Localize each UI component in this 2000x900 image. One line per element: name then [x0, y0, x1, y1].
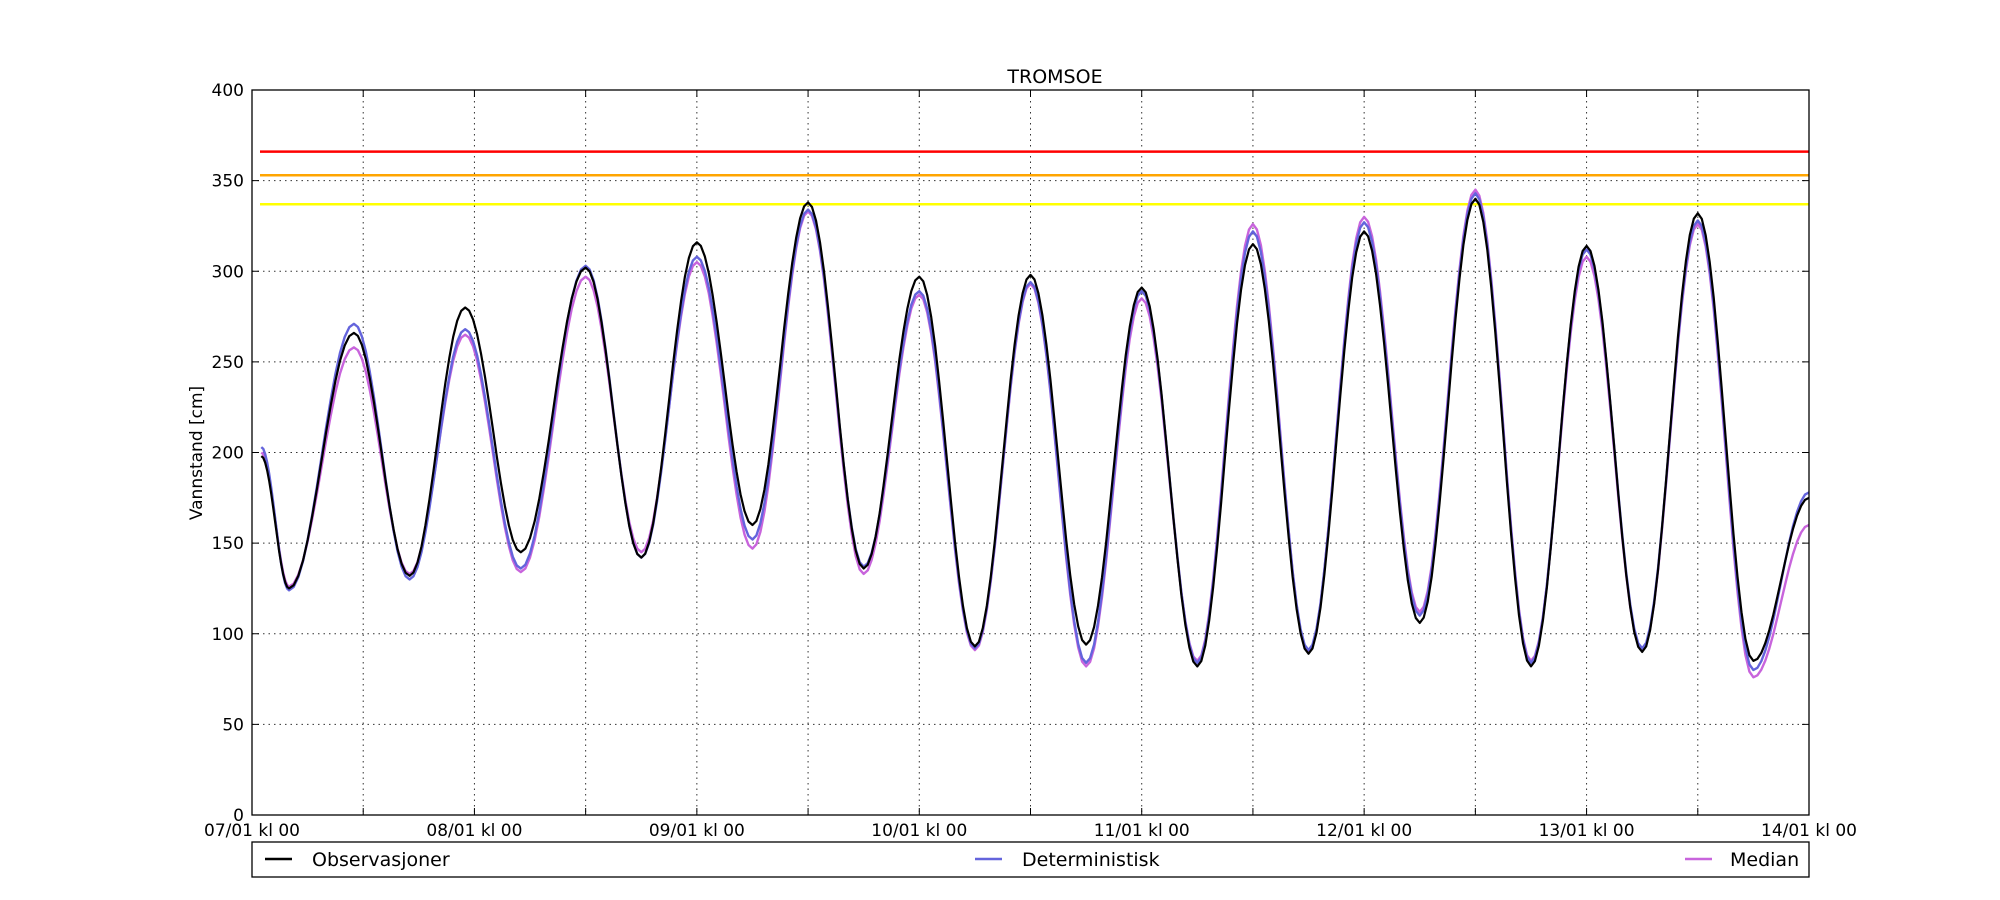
x-tick-label: 07/01 kl 00 — [204, 821, 300, 841]
y-tick-labels: 0 50 100 150 200 250 300 350 400 — [212, 81, 244, 826]
chart-title: TROMSOE — [1006, 66, 1102, 88]
x-tick-label: 08/01 kl 00 — [426, 821, 522, 841]
y-tick-label: 150 — [212, 534, 244, 554]
y-tick-label: 250 — [212, 353, 244, 373]
x-tick-label: 10/01 kl 00 — [871, 821, 967, 841]
x-tick-label: 09/01 kl 00 — [649, 821, 745, 841]
legend: Observasjoner Deterministisk Median — [251, 841, 1810, 878]
x-tick-label: 12/01 kl 00 — [1316, 821, 1412, 841]
x-tick-label: 11/01 kl 00 — [1094, 821, 1190, 841]
y-axis-label: Vannstand [cm] — [187, 386, 207, 520]
x-tick-label: 13/01 kl 00 — [1539, 821, 1635, 841]
x-tick-labels: 07/01 kl 00 08/01 kl 00 09/01 kl 00 10/01 k… — [204, 821, 1857, 841]
y-tick-label: 100 — [212, 625, 244, 645]
y-tick-label: 0 — [233, 806, 244, 826]
y-tick-label: 200 — [212, 444, 244, 464]
legend-label-deterministisk: Deterministisk — [1022, 849, 1160, 871]
y-tick-label: 350 — [212, 172, 244, 192]
y-tick-label: 300 — [212, 262, 244, 282]
legend-label-observasjoner: Observasjoner — [312, 849, 450, 871]
axis-ticks — [251, 89, 1810, 816]
y-tick-label: 50 — [222, 715, 244, 735]
grid-lines — [252, 90, 1809, 815]
legend-label-median: Median — [1730, 849, 1799, 871]
threshold-lines — [260, 150, 1809, 206]
y-tick-label: 400 — [212, 81, 244, 101]
x-tick-label: 14/01 kl 00 — [1761, 821, 1857, 841]
series-line-observasjoner — [260, 197, 1810, 668]
legend-frame — [251, 841, 1810, 878]
series-lines — [260, 188, 1810, 679]
